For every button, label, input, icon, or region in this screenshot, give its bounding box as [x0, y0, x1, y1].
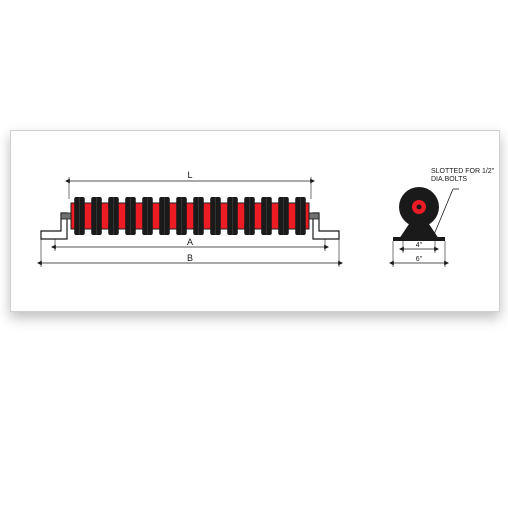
dim-B-label: B — [187, 253, 193, 263]
dim-A: A — [55, 237, 325, 251]
dim-6-label: 6" — [416, 256, 423, 263]
dim-L-label: L — [187, 170, 192, 180]
roller-body — [71, 203, 309, 229]
dim-4-label: 4" — [416, 242, 423, 249]
wheel-center — [417, 205, 422, 210]
drawing-svg: L A B — [11, 131, 499, 311]
side-view: SLOTTED FOR 1/2" DIA.BOLTS 4" 6" — [393, 168, 496, 267]
shaft-left — [61, 213, 71, 219]
slotted-note: SLOTTED FOR 1/2" DIA.BOLTS — [431, 168, 496, 183]
diagram-panel: L A B — [10, 130, 500, 312]
dim-4in: 4" — [403, 241, 435, 253]
dim-A-label: A — [187, 237, 193, 247]
dim-L: L — [69, 170, 311, 199]
front-view: L A B — [41, 170, 339, 267]
side-base-plate — [393, 237, 445, 241]
shaft-right — [309, 213, 319, 219]
